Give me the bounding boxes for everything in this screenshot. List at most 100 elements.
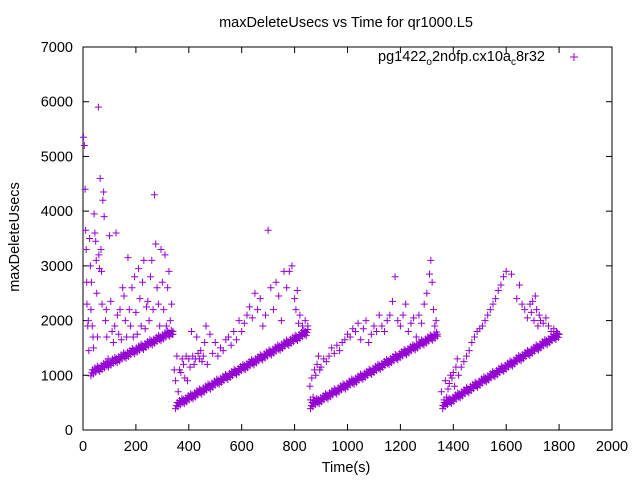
data-point	[135, 265, 143, 273]
data-point	[507, 270, 515, 278]
data-point	[386, 311, 394, 319]
data-point	[88, 322, 96, 330]
data-point	[259, 322, 267, 330]
y-tick-label: 4000	[41, 204, 73, 220]
data-point	[124, 254, 132, 262]
y-tick-label: 5000	[41, 149, 73, 165]
data-point	[515, 281, 523, 289]
data-point	[127, 322, 135, 330]
data-point	[169, 330, 177, 338]
trend-point	[302, 332, 310, 340]
data-point	[448, 374, 456, 382]
trend-point	[303, 329, 311, 337]
data-point	[420, 300, 428, 308]
y-axis-ticks: 0 1000 2000 3000 4000 5000 6000 7000	[41, 40, 612, 439]
data-point	[423, 289, 431, 297]
data-point	[238, 328, 246, 336]
data-point	[455, 371, 463, 379]
data-point	[293, 286, 301, 294]
data-point	[125, 306, 133, 314]
x-tick-label: 1400	[437, 439, 469, 455]
data-point	[83, 300, 91, 308]
data-point	[129, 333, 137, 341]
y-tick-label: 3000	[41, 259, 73, 275]
data-point	[429, 306, 437, 314]
data-point	[357, 336, 365, 344]
trend-point	[167, 326, 175, 334]
y-axis-label: maxDeleteUsecs	[7, 182, 23, 292]
data-point	[214, 352, 222, 360]
data-point	[394, 317, 402, 325]
data-point	[209, 349, 217, 357]
data-point	[451, 382, 459, 390]
data-point	[555, 330, 563, 338]
data-point	[161, 251, 169, 259]
data-point	[502, 267, 510, 275]
data-point	[190, 360, 198, 368]
data-point	[267, 284, 275, 292]
x-tick-label: 0	[79, 439, 87, 455]
data-point	[109, 338, 117, 346]
data-point	[206, 330, 214, 338]
data-point	[144, 297, 152, 305]
data-point	[219, 347, 227, 355]
data-point	[177, 369, 185, 377]
data-point	[367, 330, 375, 338]
data-point	[534, 322, 542, 330]
data-point	[148, 256, 156, 264]
data-point	[100, 188, 108, 196]
y-tick-label: 6000	[41, 95, 73, 111]
data-point	[288, 262, 296, 270]
data-point	[140, 256, 148, 264]
data-point	[178, 355, 186, 363]
data-point	[94, 103, 102, 111]
data-points	[80, 103, 563, 413]
data-point	[96, 174, 104, 182]
data-point	[150, 191, 158, 199]
data-point	[427, 256, 435, 264]
data-point	[296, 311, 304, 319]
data-point	[84, 317, 92, 325]
data-point	[439, 401, 447, 409]
data-point	[142, 303, 150, 311]
data-point	[166, 317, 174, 325]
data-point	[86, 262, 94, 270]
data-point	[533, 306, 541, 314]
data-point	[262, 311, 270, 319]
data-point	[468, 338, 476, 346]
data-point	[531, 292, 539, 300]
data-point	[112, 229, 120, 237]
data-point	[492, 295, 500, 303]
trend-point	[554, 333, 562, 341]
data-point	[92, 237, 100, 245]
data-point	[81, 185, 89, 193]
data-point	[399, 311, 407, 319]
data-point	[158, 278, 166, 286]
data-point	[137, 322, 145, 330]
data-point	[92, 256, 100, 264]
data-point	[111, 322, 119, 330]
data-point	[108, 328, 116, 336]
data-point	[418, 319, 426, 327]
data-point	[425, 270, 433, 278]
y-tick-label: 2000	[41, 314, 73, 330]
data-point	[90, 210, 98, 218]
data-point	[146, 273, 154, 281]
data-point	[117, 336, 125, 344]
data-point	[415, 311, 423, 319]
data-point	[193, 333, 201, 341]
data-point	[243, 311, 251, 319]
data-point	[383, 317, 391, 325]
data-point	[132, 308, 140, 316]
data-point	[402, 300, 410, 308]
data-point	[152, 240, 160, 248]
data-point	[98, 300, 106, 308]
y-tick-label: 1000	[41, 368, 73, 384]
data-point	[465, 347, 473, 355]
data-point	[98, 267, 106, 275]
data-point	[157, 245, 165, 253]
data-point	[277, 317, 285, 325]
data-point	[407, 319, 415, 327]
data-point	[173, 352, 181, 360]
data-point	[99, 196, 107, 204]
